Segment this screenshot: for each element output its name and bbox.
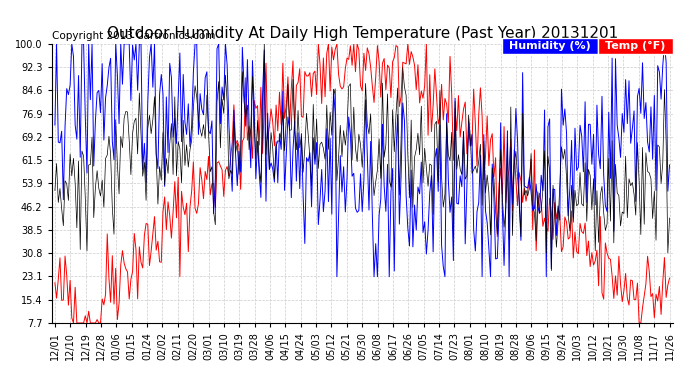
FancyBboxPatch shape xyxy=(502,38,598,54)
Text: Copyright 2013 Cartronics.com: Copyright 2013 Cartronics.com xyxy=(52,31,215,41)
Text: Temp (°F): Temp (°F) xyxy=(605,41,666,51)
FancyBboxPatch shape xyxy=(598,38,673,54)
Text: Humidity (%): Humidity (%) xyxy=(509,41,591,51)
Title: Outdoor Humidity At Daily High Temperature (Past Year) 20131201: Outdoor Humidity At Daily High Temperatu… xyxy=(106,26,618,41)
